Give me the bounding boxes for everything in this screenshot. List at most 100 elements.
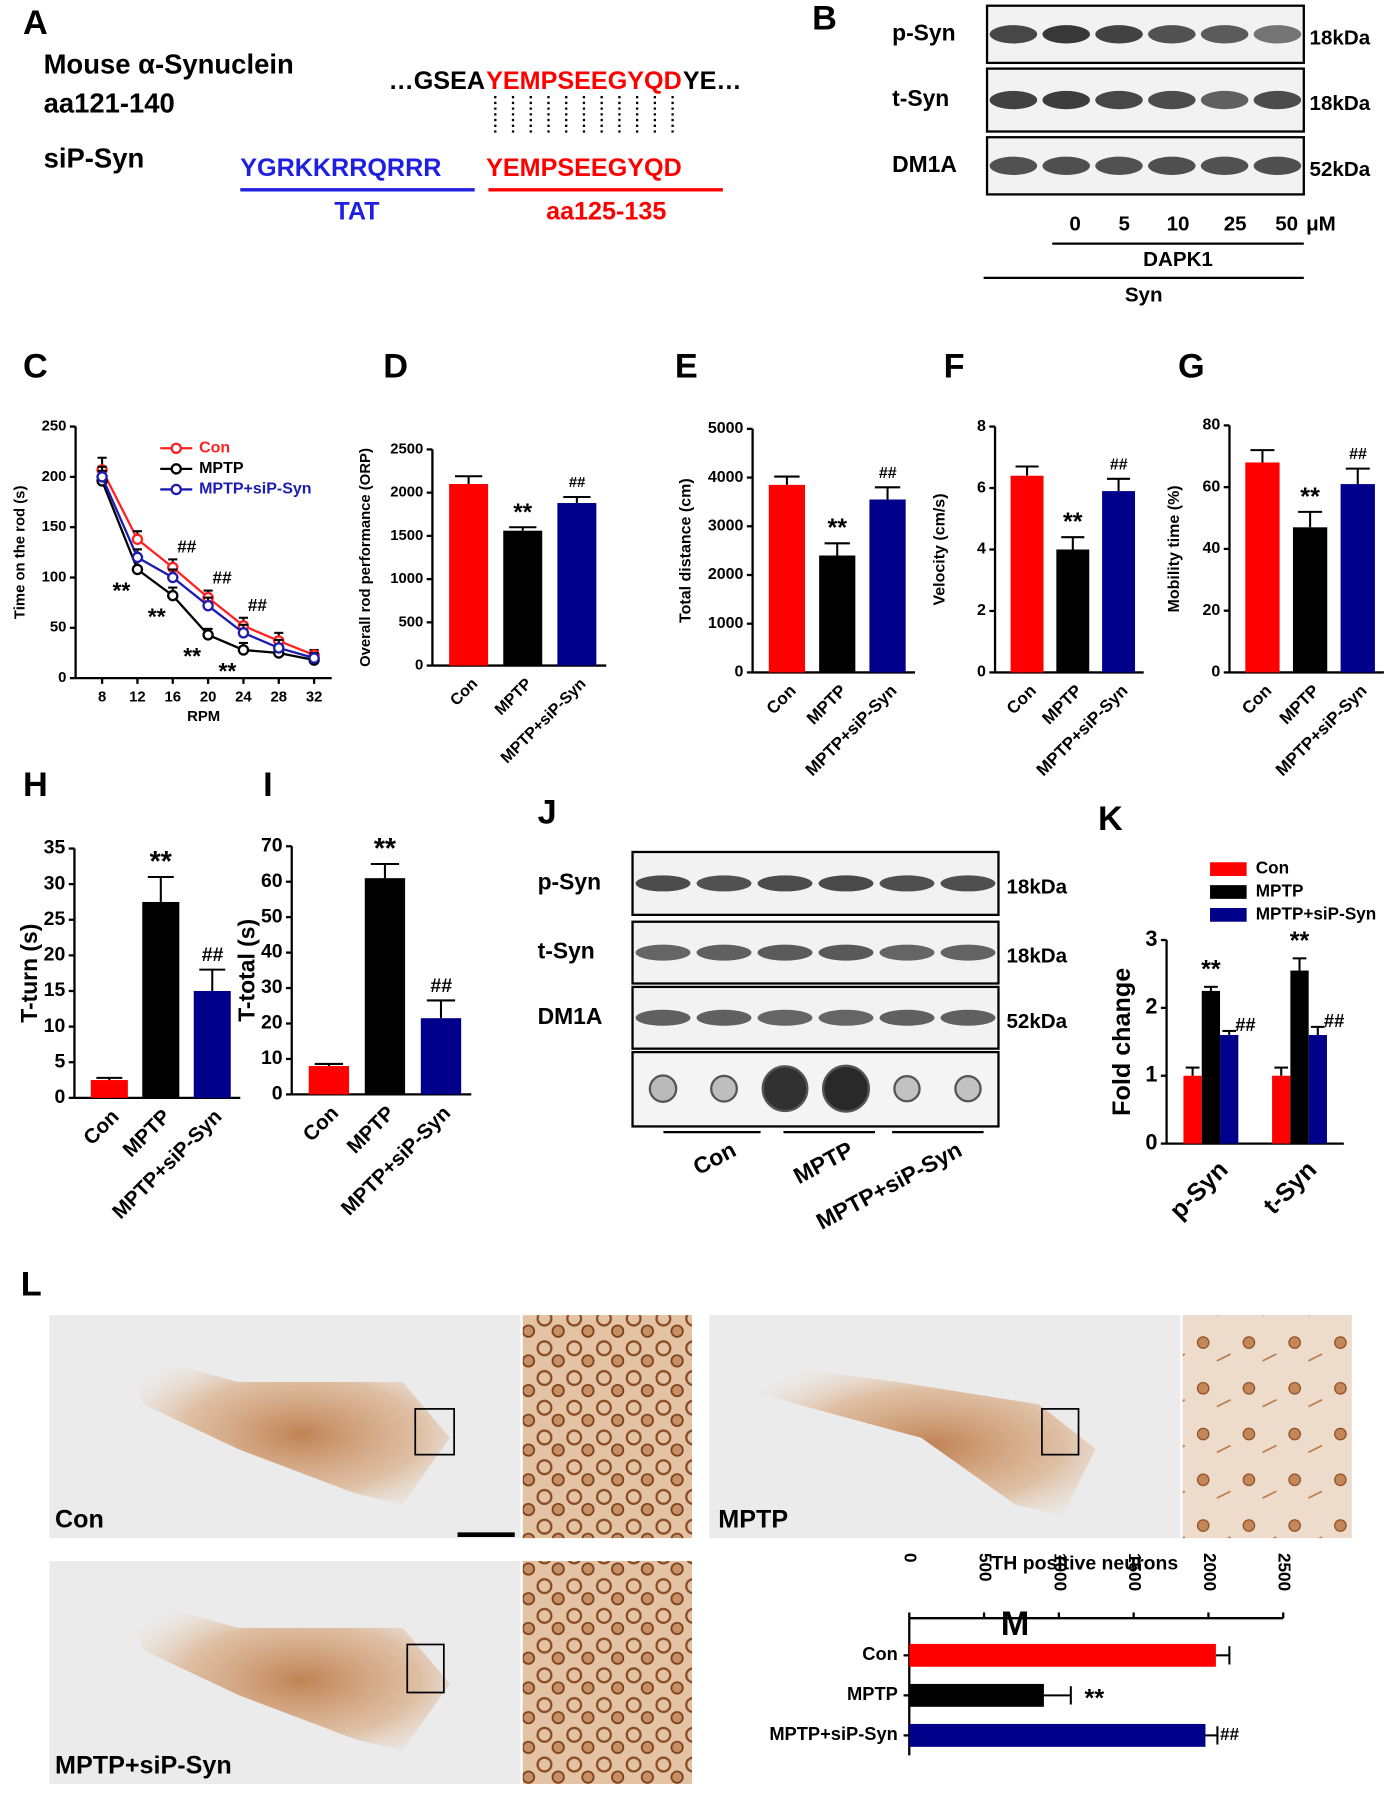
blot-band — [696, 875, 752, 892]
y-tick-label: 150 — [42, 519, 67, 535]
bar — [869, 499, 906, 673]
bar — [1220, 1035, 1239, 1144]
data-point — [202, 629, 214, 641]
blot-band — [1095, 90, 1143, 110]
bar — [909, 1723, 1206, 1747]
significance-mark: ** — [1290, 927, 1310, 955]
zoom-image — [522, 1560, 692, 1784]
blot-band — [1200, 156, 1249, 175]
group-label: Con — [689, 1136, 740, 1180]
dot-blot-box — [631, 1050, 1000, 1128]
substrate-label: Syn — [1125, 284, 1163, 307]
blot-band — [696, 944, 752, 961]
bar — [1056, 549, 1090, 673]
legend-swatch — [1210, 862, 1247, 876]
y-tick-label: 500 — [398, 614, 423, 630]
data-point — [237, 644, 250, 656]
x-tick-label: 2000 — [1200, 1553, 1220, 1591]
legend-swatch — [1210, 885, 1247, 899]
panel-label: G — [1178, 347, 1205, 385]
blot-size: 18kDa — [1310, 26, 1371, 49]
blot-box — [631, 920, 1000, 985]
bar — [308, 1066, 350, 1095]
y-tick-label: 1000 — [708, 615, 744, 632]
data-point — [131, 563, 144, 576]
bar — [1102, 491, 1136, 673]
blot-band — [940, 944, 996, 961]
y-tick-label: 4 — [977, 541, 986, 558]
blot-band — [879, 875, 935, 892]
blot-band — [635, 1009, 691, 1026]
y-tick-label: 20 — [44, 944, 66, 966]
panel-label: E — [675, 347, 698, 385]
bar — [364, 878, 406, 1095]
significance-mark: ** — [1300, 483, 1320, 511]
blot-band — [1200, 90, 1249, 110]
legend-marker — [170, 442, 182, 455]
blot-band — [989, 156, 1038, 175]
blot-band — [1253, 156, 1302, 175]
y-tick-label: 20 — [261, 1012, 283, 1034]
stained-region — [732, 1359, 1096, 1516]
dot-blot-spot — [710, 1074, 738, 1103]
y-tick-label: 5 — [54, 1050, 65, 1072]
x-tick-label: Con — [762, 680, 800, 718]
x-tick-label: 500 — [976, 1553, 996, 1582]
y-tick-label: 0 — [58, 670, 66, 686]
blot-band — [1042, 90, 1090, 110]
zoom-image — [522, 1315, 692, 1539]
y-tick-label: 6 — [977, 479, 986, 496]
x-tick-label: p-Syn — [1164, 1156, 1233, 1225]
panel-label: I — [263, 766, 273, 804]
y-tick-label: 80 — [1203, 417, 1221, 434]
x-tick-label: 8 — [98, 690, 106, 706]
y-axis-label: T-turn (s) — [16, 924, 42, 1023]
significance-mark: ** — [150, 846, 173, 878]
blot-band — [989, 25, 1038, 44]
dot-blot-spot — [821, 1064, 871, 1113]
significance-mark: ## — [177, 536, 197, 556]
significance-mark: ## — [1220, 1724, 1240, 1744]
significance-mark: ** — [148, 604, 166, 630]
x-tick-label: 1500 — [1125, 1553, 1145, 1591]
blot-box — [985, 67, 1305, 133]
x-tick-label: Con — [1238, 680, 1276, 718]
y-tick-label: 20 — [1203, 602, 1221, 619]
treatment-label: DAPK1 — [1143, 248, 1213, 271]
data-point — [131, 551, 144, 564]
y-tick-label: 0 — [54, 1086, 65, 1108]
y-tick-label: 30 — [261, 976, 283, 998]
blot-band — [818, 1009, 874, 1026]
significance-mark: ## — [201, 944, 223, 966]
dose-unit: μM — [1306, 213, 1336, 236]
y-tick-label: 8 — [977, 418, 986, 435]
significance-mark: ** — [374, 833, 397, 865]
core-label: aa125-135 — [546, 197, 666, 225]
bar — [1272, 1075, 1291, 1144]
blot-band — [1148, 90, 1196, 110]
blot-row-label: t-Syn — [892, 85, 949, 111]
condition-label: MPTP+siP-Syn — [55, 1751, 232, 1779]
y-tick-label: 4000 — [708, 469, 744, 486]
blot-band — [635, 944, 691, 961]
y-tick-label: 0 — [272, 1083, 283, 1105]
legend-label: MPTP+siP-Syn — [1256, 903, 1377, 923]
y-tick-label: 0 — [735, 664, 744, 681]
y-axis-label: T-total (s) — [233, 919, 259, 1022]
blot-row-label: p-Syn — [892, 19, 956, 45]
y-tick-label: 40 — [1203, 540, 1221, 557]
significance-mark: ## — [1235, 1014, 1256, 1035]
y-tick-label: 3000 — [708, 518, 744, 535]
dose-label: 25 — [1224, 213, 1247, 236]
x-tick-label: Con — [447, 675, 481, 709]
stained-region — [119, 1348, 450, 1505]
bar — [90, 1080, 128, 1098]
blot-row-label: p-Syn — [538, 868, 602, 894]
blot-box — [985, 136, 1305, 196]
legend-label: MPTP — [1256, 881, 1304, 901]
legend-label: MPTP+siP-Syn — [199, 481, 311, 498]
y-tick-label: 15 — [44, 979, 66, 1001]
y-tick-label: 3 — [1145, 926, 1157, 951]
y-axis-label: Fold change — [1108, 968, 1136, 1116]
